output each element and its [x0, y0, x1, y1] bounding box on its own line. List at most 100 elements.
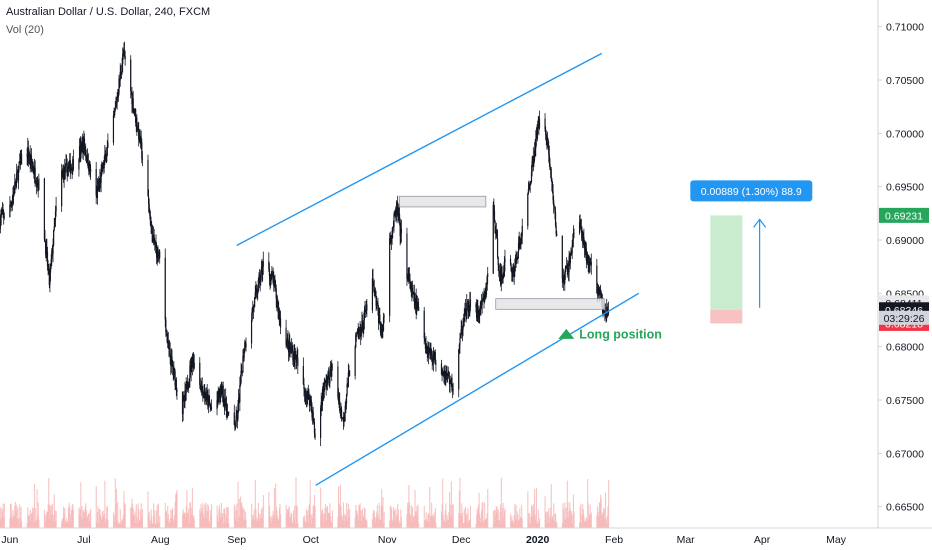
volume-bar [33, 522, 35, 528]
position-info-box [690, 180, 813, 202]
volume-bar [175, 494, 177, 528]
volume-bar [1, 512, 4, 528]
volume-bar [605, 519, 607, 528]
candle-body [327, 372, 329, 378]
volume-bar [587, 503, 589, 528]
volume-bar [476, 514, 478, 528]
candle-body [133, 108, 135, 111]
candle-body [485, 289, 488, 295]
volume-bar [573, 511, 575, 528]
volume-bar [343, 522, 345, 528]
volume-bar [431, 517, 433, 528]
volume-bar [133, 515, 135, 528]
candle-body [392, 226, 394, 228]
candle-body [149, 215, 152, 226]
volume-bar [236, 503, 238, 528]
volume-bar [551, 519, 553, 528]
long-position-tool[interactable]: 0.00889 (1.30%) 88.9 Long position [558, 180, 813, 341]
volume-bar [566, 480, 568, 528]
volume-bar [294, 523, 296, 528]
x-tick-label: Jul [77, 534, 90, 546]
volume-bar [226, 518, 228, 528]
candle-body [35, 181, 37, 183]
volume-bar [225, 514, 227, 528]
volume-bar [306, 515, 308, 528]
candle-body [380, 328, 382, 333]
candle-body [426, 346, 428, 353]
volume-bar [62, 518, 64, 528]
candle-body [217, 391, 219, 397]
candle-body [484, 291, 486, 293]
candle-body [391, 230, 393, 236]
volume-bar [200, 504, 202, 528]
volume-bar [520, 517, 522, 528]
candle-body [289, 340, 291, 349]
candle-body [255, 289, 257, 293]
candle-body [32, 167, 34, 172]
volume-bar [468, 519, 470, 528]
volume-bar [527, 513, 530, 528]
volume-bar [254, 519, 256, 528]
candle-body [442, 372, 444, 376]
trend-channel[interactable] [236, 52, 640, 486]
candle-body [556, 233, 558, 236]
volume-bar [307, 522, 309, 528]
volume-bar [529, 523, 531, 528]
candle-body [476, 304, 478, 318]
candle-body [107, 142, 109, 148]
volume-bar [424, 520, 426, 528]
volume-bar [513, 515, 515, 528]
candle-body [584, 248, 586, 252]
candle-body [394, 212, 396, 216]
candle-body [61, 170, 63, 207]
candle-body [549, 163, 551, 170]
volume-bar [339, 484, 341, 528]
candle-body [188, 384, 190, 388]
zone-rect [399, 195, 487, 208]
volume-bar [169, 518, 171, 528]
candle-body [275, 288, 277, 299]
time-axis[interactable]: Jun Jul Aug Sep Oct Nov Dec 2020 Feb Mar Apr May [1, 534, 846, 546]
candle-body [120, 72, 123, 75]
volume-bar [255, 509, 257, 528]
volume-bar [479, 513, 481, 528]
candle-body [209, 401, 211, 405]
volume-bar [498, 520, 501, 528]
volume-bar [138, 520, 140, 528]
volume-bar [130, 507, 132, 528]
candle-body [222, 385, 224, 402]
volume-bar [136, 523, 139, 528]
x-tick-label: Oct [303, 534, 319, 546]
volume-bar [257, 502, 259, 528]
volume-bar [485, 519, 488, 528]
volume-bar [295, 477, 297, 528]
candle-body [166, 331, 168, 342]
volume-bar [117, 502, 119, 528]
candle-body [187, 387, 189, 390]
volume-bar [120, 523, 122, 528]
volume-bar [480, 522, 482, 528]
candle-body [416, 302, 419, 309]
candle-body [233, 412, 235, 425]
candle-body [105, 155, 107, 162]
volume-bar [469, 505, 472, 528]
candle-body [136, 129, 139, 131]
candle-body [331, 366, 333, 368]
candle-body [14, 182, 16, 194]
candle-body [427, 346, 430, 356]
candle-body [286, 340, 288, 345]
volume-bar [72, 504, 74, 528]
volume-bar [236, 521, 238, 528]
support-resistance-zones[interactable] [399, 195, 605, 310]
candle-body [579, 222, 581, 227]
volume-bar [210, 503, 213, 528]
volume-bar [273, 487, 275, 528]
volume-bar [207, 505, 210, 528]
volume-bar [608, 480, 610, 528]
candle-body [138, 130, 140, 140]
volume-bar [135, 523, 137, 528]
volume-bar [519, 508, 521, 528]
candle-body [175, 379, 177, 386]
candle-body [389, 238, 391, 241]
